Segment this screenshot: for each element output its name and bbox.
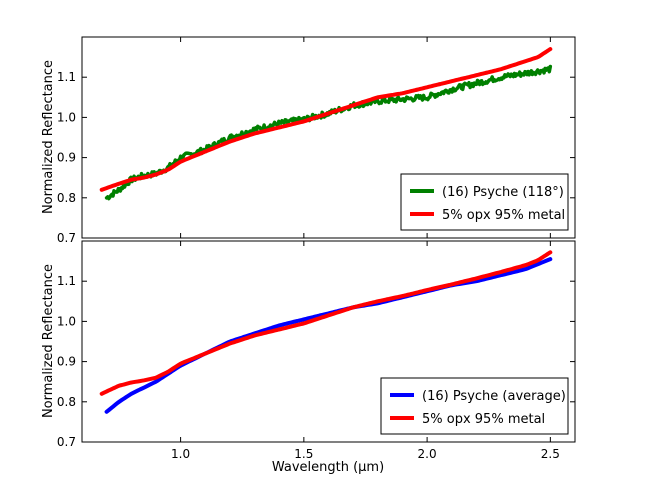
top-legend: (16) Psyche (118°) 5% opx 95% metal xyxy=(400,173,569,231)
bottom-ytick-label: 0.9 xyxy=(57,355,76,369)
bottom-legend: (16) Psyche (average) 5% opx 95% metal xyxy=(380,377,569,435)
bottom-y-axis-label: Normalized Reflectance xyxy=(41,264,56,418)
top-panel: 0.7 0.8 0.9 1.0 1.1 Normalized Reflectance (… xyxy=(41,36,576,245)
bottom-panel: 0.7 0.8 0.9 1.0 1.1 1.0 1.5 2.0 2.5 Normalized R… xyxy=(41,240,576,475)
top-y-axis-label: Normalized Reflectance xyxy=(41,60,56,214)
top-legend-label-1: 5% opx 95% metal xyxy=(442,208,565,223)
bottom-ytick-label: 1.0 xyxy=(57,314,76,328)
bottom-ytick-label: 0.8 xyxy=(57,395,76,409)
top-ticks: 0.7 0.8 0.9 1.0 1.1 xyxy=(57,37,575,245)
top-series-1 xyxy=(99,47,553,192)
top-series xyxy=(99,47,553,201)
bottom-legend-label-0: (16) Psyche (average) xyxy=(422,389,566,404)
top-ytick-label: 0.9 xyxy=(57,151,76,165)
top-legend-label-0: (16) Psyche (118°) xyxy=(442,185,564,200)
top-legend-box xyxy=(400,173,569,231)
bottom-xtick-label: 1.0 xyxy=(171,447,190,461)
bottom-ytick-label: 1.1 xyxy=(57,274,76,288)
bottom-axes-frame xyxy=(81,240,576,443)
bottom-legend-label-1: 5% opx 95% metal xyxy=(422,412,545,427)
bottom-xtick-label: 1.5 xyxy=(294,447,313,461)
bottom-xtick-label: 2.0 xyxy=(418,447,437,461)
top-ytick-label: 0.8 xyxy=(57,191,76,205)
bottom-series xyxy=(99,250,553,414)
top-ytick-label: 1.1 xyxy=(57,70,76,84)
x-axis-label: Wavelength (μm) xyxy=(272,460,384,475)
top-axes-frame xyxy=(81,36,576,239)
bottom-ytick-label: 0.7 xyxy=(57,435,76,449)
top-ytick-label: 0.7 xyxy=(57,231,76,245)
bottom-legend-box xyxy=(380,377,569,435)
bottom-xtick-label: 2.5 xyxy=(541,447,560,461)
top-ytick-label: 1.0 xyxy=(57,110,76,124)
bottom-series-1 xyxy=(99,250,553,396)
bottom-ticks: 0.7 0.8 0.9 1.0 1.1 1.0 1.5 2.0 2.5 xyxy=(57,241,575,461)
